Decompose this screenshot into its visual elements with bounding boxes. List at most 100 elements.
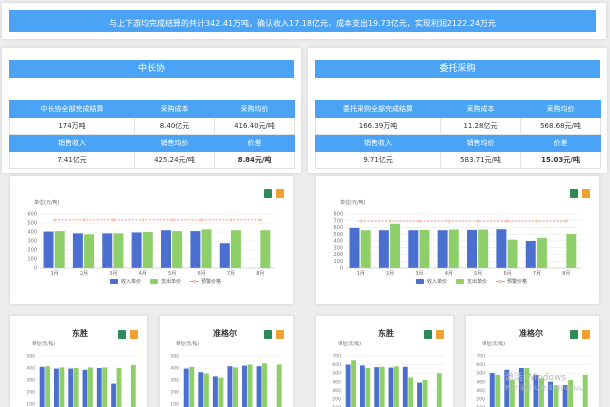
- excel-export-icon[interactable]: [570, 189, 578, 198]
- y-tick-label: 500: [476, 371, 485, 377]
- chart-bar: [533, 374, 539, 407]
- chart-bar: [43, 231, 54, 268]
- x-tick-label: 7月: [533, 271, 541, 277]
- warning-price-point: [170, 218, 174, 222]
- section-title: 中长协: [137, 64, 165, 74]
- y-tick-label: 500: [170, 354, 179, 360]
- chart-card-main-right: 单位(元/吨) 0 100 200 300 400 500 600 700 800 1月 2月 3月 4月…: [316, 176, 599, 304]
- image-export-icon[interactable]: [436, 330, 444, 339]
- chart-bar: [54, 231, 65, 268]
- chart-bar: [422, 380, 428, 407]
- chart-bar: [360, 365, 365, 407]
- y-axis-title: 单位(元/吨): [32, 340, 55, 347]
- summary-text: 与上下游均完成结算的共计342.41万吨，确认收入17.18亿元，成本支出19.…: [109, 19, 496, 28]
- table-header-cell: 销售收入: [315, 134, 441, 152]
- table-value-row: 7.41亿元 425.24元/吨 8.84元/吨: [9, 151, 295, 169]
- chart-bar: [111, 383, 116, 407]
- chart-bar: [260, 230, 271, 268]
- summary-card: 与上下游均完成结算的共计342.41万吨，确认收入17.18亿元，成本支出19.…: [2, 3, 606, 39]
- chart-bar: [345, 364, 351, 407]
- x-tick-label: 7月: [227, 271, 235, 277]
- excel-export-icon[interactable]: [570, 330, 578, 339]
- y-tick-label: 500: [332, 371, 341, 377]
- table-header-cell: 采购成本: [134, 100, 215, 118]
- chart-bar: [489, 373, 495, 407]
- chart-bar: [88, 367, 93, 407]
- chart-bar: [218, 377, 224, 407]
- excel-export-icon[interactable]: [264, 330, 272, 339]
- chart-bar: [256, 366, 262, 407]
- legend-label: 收入单价: [427, 278, 447, 285]
- x-tick-label: 6月: [197, 271, 205, 277]
- chart-bar: [203, 373, 209, 407]
- warning-price-point: [82, 218, 86, 222]
- y-tick-label: 300: [476, 388, 485, 394]
- chart-bar: [45, 366, 50, 407]
- chart-title: 东胜: [72, 329, 88, 338]
- chart-bar: [113, 233, 124, 268]
- warning-price-point: [112, 218, 115, 222]
- section-title-bar: 中长协: [9, 60, 294, 78]
- excel-export-icon[interactable]: [264, 189, 272, 198]
- image-export-icon[interactable]: [582, 330, 590, 339]
- warning-price-point: [141, 218, 145, 222]
- chart-bar: [495, 374, 501, 407]
- y-axis-title: 单位(元/吨): [338, 340, 361, 347]
- chart-bar: [102, 233, 113, 268]
- y-tick-label: 100: [26, 402, 35, 407]
- table-cell: 583.71元/吨: [440, 151, 521, 169]
- image-export-icon[interactable]: [582, 189, 590, 198]
- x-tick-label: 5月: [168, 271, 176, 277]
- chart-bar: [142, 232, 153, 268]
- y-tick-label: 700: [333, 218, 343, 224]
- chart-bar: [130, 365, 136, 407]
- section-card-weituo: 委托采购 委托采购全部完成结算 采购成本 采购均价 166.39万吨 11.28…: [308, 48, 607, 173]
- y-tick-label: 500: [26, 354, 35, 360]
- chart-bar: [73, 368, 79, 407]
- chart-bar: [116, 368, 122, 407]
- chart-bar: [525, 241, 536, 268]
- table-header-cell: 采购成本: [440, 100, 521, 118]
- image-export-icon[interactable]: [276, 189, 284, 198]
- warning-price-point: [359, 219, 363, 223]
- table-header-cell: 价差: [520, 134, 601, 152]
- table-header-cell: 价差: [214, 134, 295, 152]
- y-tick-label: 600: [332, 362, 341, 368]
- excel-export-icon[interactable]: [118, 330, 126, 339]
- y-tick-label: 300: [26, 378, 35, 384]
- x-tick-label: 3月: [415, 271, 423, 277]
- y-tick-label: 400: [333, 239, 343, 245]
- chart-bar: [504, 369, 510, 407]
- y-tick-label: 400: [332, 379, 341, 385]
- chart-bar: [59, 367, 65, 407]
- legend-label: 收入单价: [121, 278, 141, 285]
- chart-bar: [230, 230, 241, 268]
- table-cell: 416.40元/吨: [214, 117, 295, 135]
- chart-bar: [227, 366, 233, 407]
- table-header-cell: 销售均价: [134, 134, 215, 152]
- warning-price-point: [200, 218, 203, 222]
- y-tick-label: 200: [333, 252, 343, 258]
- chart-bar: [496, 229, 507, 268]
- warning-price-point: [506, 219, 509, 223]
- legend-label: 预警价格: [507, 278, 527, 285]
- image-export-icon[interactable]: [276, 330, 284, 339]
- chart-bar: [198, 372, 204, 407]
- table-cell: 166.39万吨: [315, 117, 441, 135]
- y-tick-label: 100: [27, 257, 37, 263]
- excel-export-icon[interactable]: [424, 330, 432, 339]
- chart-bar: [190, 231, 201, 268]
- chart-bar: [408, 377, 414, 407]
- image-export-icon[interactable]: [130, 330, 138, 339]
- price-spread-value: 15.03元/吨: [520, 151, 601, 169]
- chart-bar: [562, 385, 568, 407]
- x-tick-label: 3月: [109, 271, 117, 277]
- price-spread-value: 8.84元/吨: [214, 151, 295, 169]
- chart-bar: [379, 366, 385, 407]
- chart-bar: [390, 223, 401, 268]
- y-tick-label: 600: [27, 212, 37, 218]
